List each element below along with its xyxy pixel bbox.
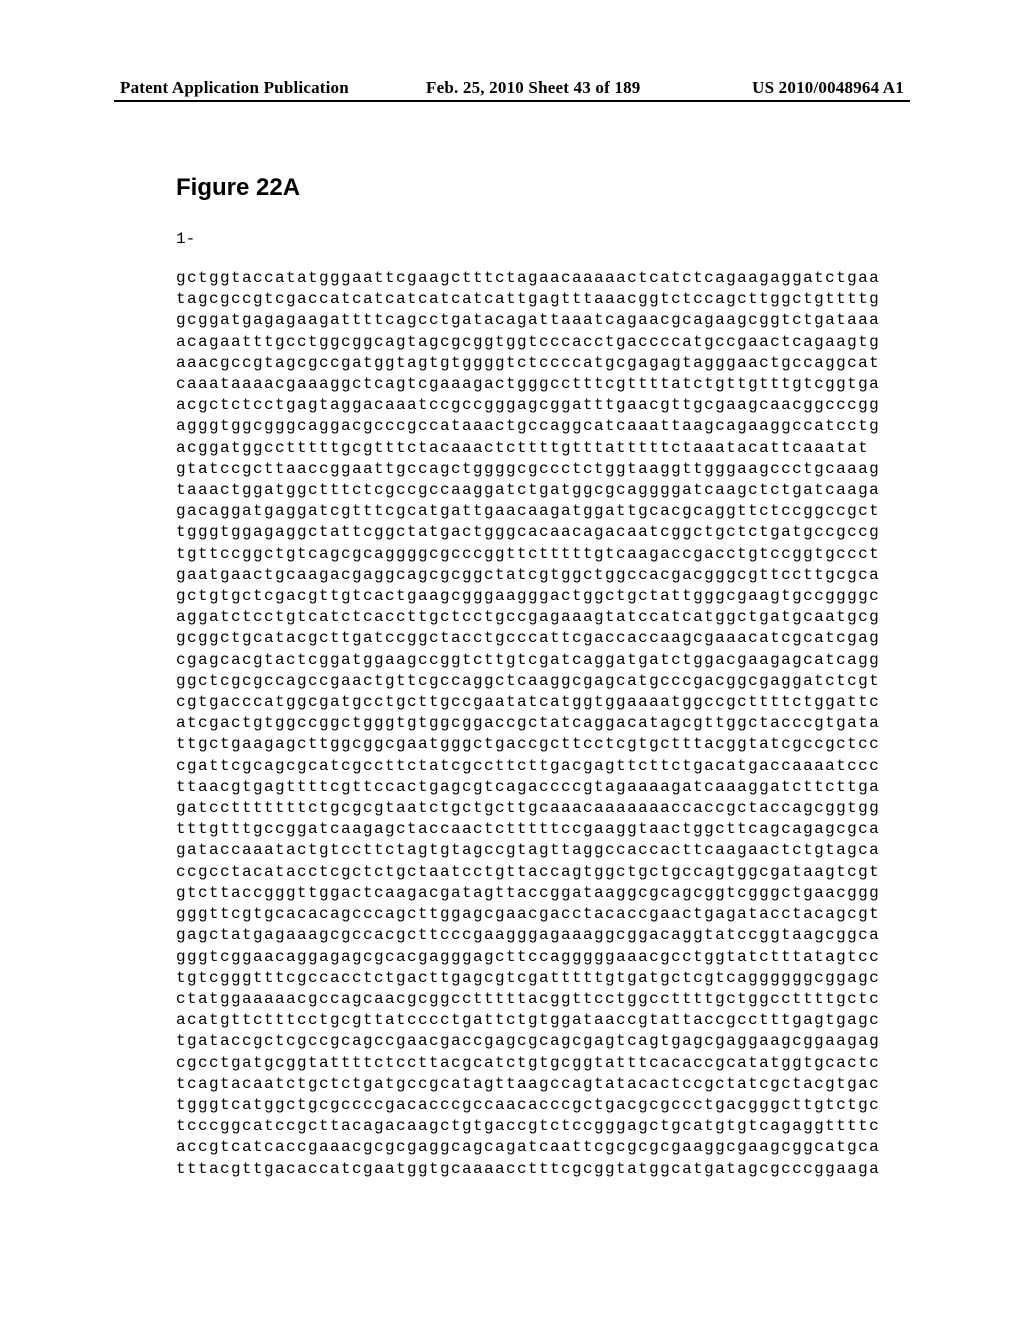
header-left: Patent Application Publication — [120, 78, 349, 98]
figure-title: Figure 22A — [176, 174, 300, 202]
sequence-start-label: 1- — [176, 230, 195, 248]
header-mid: Feb. 25, 2010 Sheet 43 of 189 — [426, 78, 641, 98]
header-rule — [114, 100, 910, 102]
header-right: US 2010/0048964 A1 — [752, 78, 904, 98]
sequence-block: gctggtaccatatgggaattcgaagctttctagaacaaaa… — [176, 268, 880, 1180]
page: Patent Application Publication Feb. 25, … — [0, 0, 1024, 1320]
